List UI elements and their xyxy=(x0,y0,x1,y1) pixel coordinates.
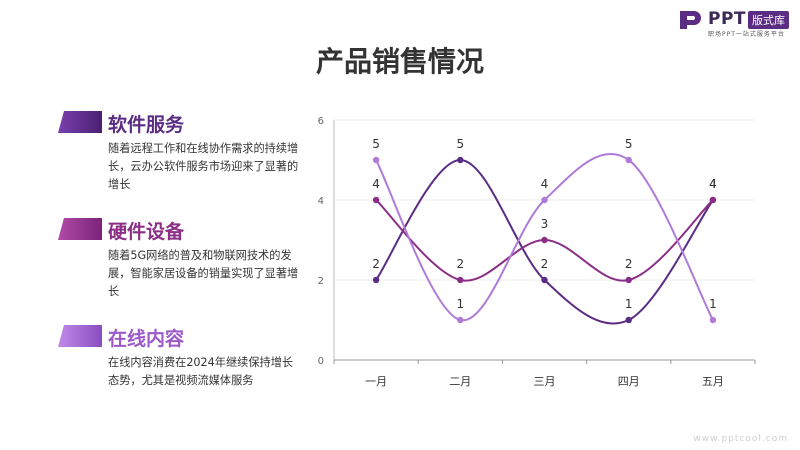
data-point xyxy=(541,276,548,284)
y-tick-label: 6 xyxy=(318,116,324,127)
data-label: 1 xyxy=(456,297,464,311)
data-label: 1 xyxy=(709,297,717,311)
data-label: 5 xyxy=(456,137,464,151)
data-label: 2 xyxy=(372,257,380,271)
data-point xyxy=(372,196,380,204)
arrow-marker-icon xyxy=(58,218,102,240)
data-point xyxy=(457,156,464,164)
item-heading: 在线内容 xyxy=(108,328,185,350)
data-point xyxy=(541,196,548,204)
data-point xyxy=(625,276,632,284)
item-heading: 软件服务 xyxy=(108,114,185,136)
x-tick-label: 一月 xyxy=(365,375,387,388)
data-point xyxy=(372,156,380,164)
logo-tagline: 职场PPT一站式服务平台 xyxy=(708,31,785,38)
y-tick-label: 2 xyxy=(318,276,324,287)
data-point xyxy=(709,196,717,204)
logo-mark-icon xyxy=(680,11,701,29)
data-label: 4 xyxy=(709,177,717,191)
data-label: 2 xyxy=(625,257,633,271)
x-tick-label: 三月 xyxy=(534,375,556,388)
watermark: www.pptcool.com xyxy=(693,434,788,444)
data-point xyxy=(625,316,632,324)
data-point xyxy=(457,276,464,284)
item-description: 随着5G网络的普及和物联网技术的发展，智能家居设备的销量实现了显著增长 xyxy=(108,249,299,298)
data-label: 4 xyxy=(372,177,380,191)
data-point xyxy=(372,276,380,284)
page-title: 产品销售情况 xyxy=(315,45,484,78)
brand-logo: PPT 版式库 职场PPT一站式服务平台 xyxy=(678,8,794,38)
x-tick-label: 二月 xyxy=(449,375,471,388)
data-label: 5 xyxy=(625,137,633,151)
arrow-marker-icon xyxy=(58,111,102,133)
logo-name: PPT xyxy=(708,9,747,29)
item-heading: 硬件设备 xyxy=(108,221,185,243)
data-label: 5 xyxy=(372,137,380,151)
data-label: 4 xyxy=(709,177,717,191)
data-point xyxy=(625,156,632,164)
data-point xyxy=(457,316,464,324)
x-tick-label: 四月 xyxy=(618,375,640,388)
arrow-marker-icon xyxy=(58,325,102,347)
data-label: 2 xyxy=(541,257,549,271)
data-label: 1 xyxy=(625,297,633,311)
item-description: 随着远程工作和在线协作需求的持续增长，云办公软件服务市场迎来了显著的增长 xyxy=(108,142,299,191)
x-tick-label: 五月 xyxy=(702,375,724,388)
logo-badge: 版式库 xyxy=(748,11,789,29)
data-point xyxy=(709,316,717,324)
data-label: 3 xyxy=(541,217,549,231)
data-point xyxy=(541,236,548,244)
y-tick-label: 4 xyxy=(318,196,324,207)
series-line xyxy=(375,153,714,322)
item-description: 在线内容消费在2024年继续保持增长态势，尤其是视频流媒体服务 xyxy=(108,356,294,387)
data-label: 4 xyxy=(541,177,549,191)
y-tick-label: 0 xyxy=(318,356,324,367)
data-label: 2 xyxy=(456,257,464,271)
